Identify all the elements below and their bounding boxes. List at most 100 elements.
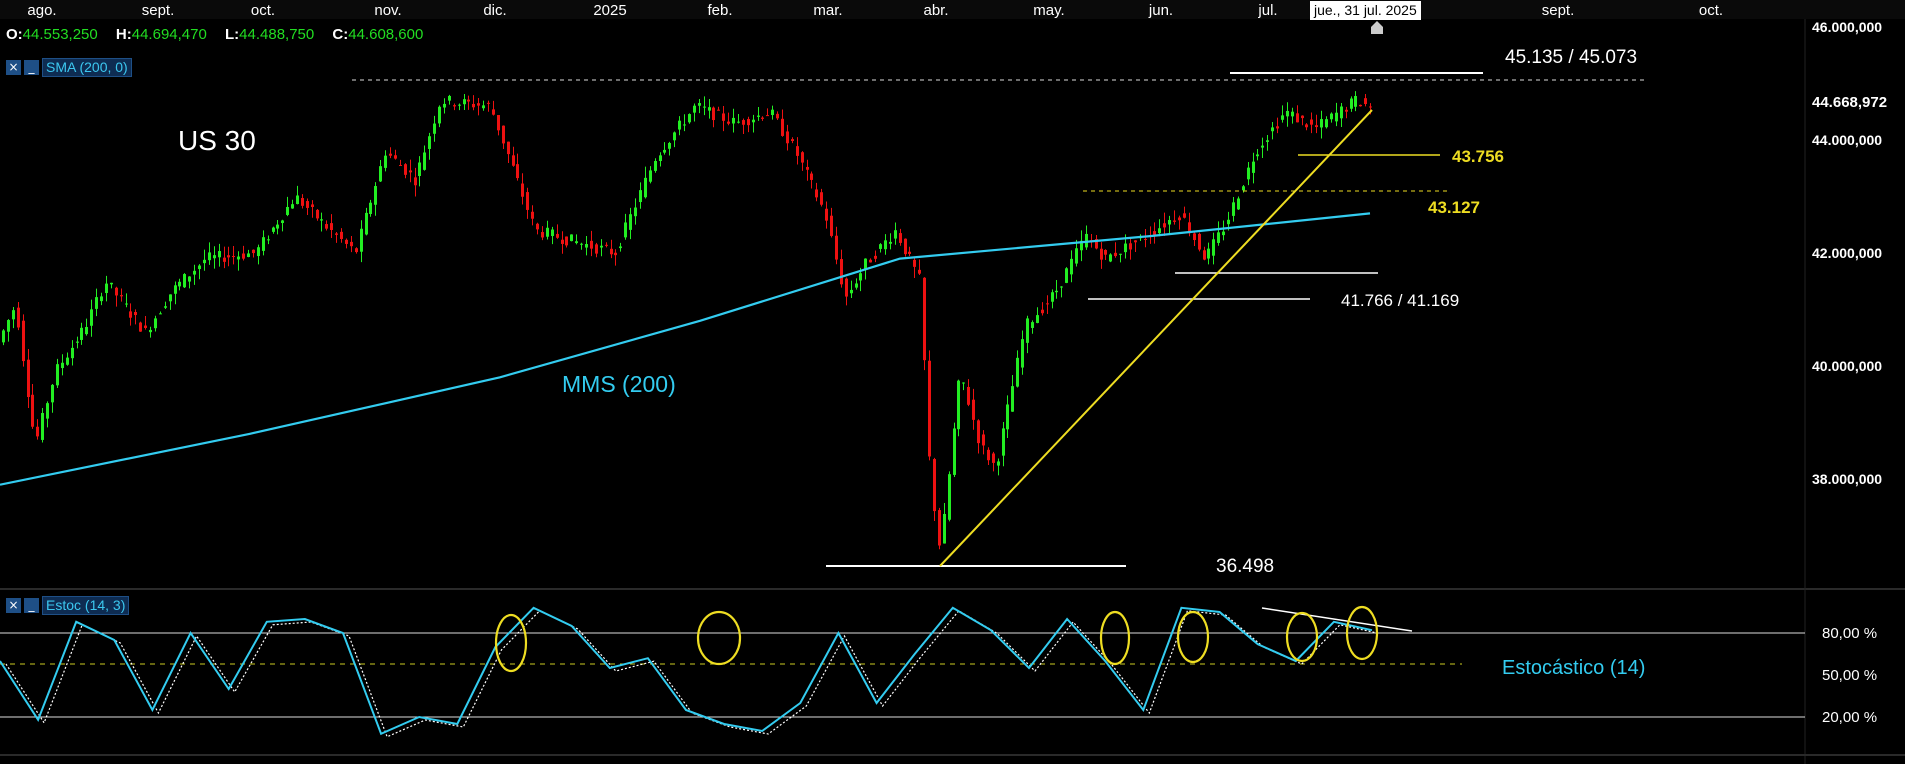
- candle-body: [1203, 250, 1206, 260]
- candle-body: [1109, 254, 1112, 262]
- candle-body: [541, 232, 544, 238]
- x-tick-label: nov.: [374, 2, 401, 19]
- candle-body: [27, 359, 30, 398]
- candle-body: [918, 269, 921, 274]
- candle-body: [752, 119, 755, 123]
- candle-body: [678, 120, 681, 130]
- candle-body: [987, 449, 990, 461]
- candle-body: [781, 118, 784, 136]
- annotation-41766: 41.766 / 41.169: [1341, 291, 1459, 310]
- candle-body: [17, 307, 20, 328]
- candle-body: [443, 103, 446, 108]
- candle-body: [1252, 161, 1255, 173]
- stoch-y-tick-label: 80,00 %: [1822, 625, 1877, 642]
- candle-body: [757, 115, 760, 117]
- candle-body: [899, 233, 902, 243]
- candle-body: [889, 241, 892, 244]
- candle-body: [41, 412, 44, 440]
- candle-body: [1276, 126, 1279, 129]
- candle-body: [174, 285, 177, 294]
- candle-body: [585, 244, 588, 248]
- candle-body: [820, 192, 823, 205]
- candle-body: [428, 136, 431, 149]
- open-value: 44.553,250: [22, 26, 98, 43]
- sma-indicator-label[interactable]: SMA (200, 0): [42, 57, 132, 77]
- candle-body: [286, 206, 289, 215]
- candle-body: [634, 207, 637, 217]
- close-icon[interactable]: ×: [6, 597, 21, 613]
- candle-body: [639, 190, 642, 203]
- candle-body: [374, 186, 377, 205]
- candle-body: [957, 380, 960, 430]
- sma-indicator-tag[interactable]: × _ SMA (200, 0): [6, 57, 132, 77]
- candle-body: [1291, 111, 1294, 117]
- candle-body: [237, 256, 240, 260]
- highlight-circle: [696, 610, 742, 666]
- candle-body: [12, 310, 15, 320]
- candle-body: [379, 166, 382, 182]
- candle-body: [1330, 113, 1333, 120]
- stoch-signal-line: [5, 610, 1379, 738]
- stoch-y-tick-label: 20,00 %: [1822, 709, 1877, 726]
- stoch-y-axis-labels: 80,00 % 50,00 % 20,00 %: [1822, 625, 1877, 726]
- candle-body: [801, 152, 804, 163]
- candle-body: [1119, 253, 1122, 255]
- candle-body: [717, 109, 720, 111]
- stoch-indicator-label[interactable]: Estoc (14, 3): [42, 595, 130, 615]
- candle-body: [1016, 357, 1019, 387]
- candle-body: [125, 303, 128, 305]
- candle-body: [1310, 119, 1313, 125]
- stoch-y-tick-label: 50,00 %: [1822, 667, 1877, 684]
- candle-body: [796, 146, 799, 156]
- candle-body: [1168, 220, 1171, 225]
- candle-body: [1222, 231, 1225, 236]
- candle-body: [472, 103, 475, 108]
- candle-body: [100, 296, 103, 302]
- candle-body: [1031, 322, 1034, 328]
- candle-body: [154, 318, 157, 329]
- candle-body: [36, 426, 39, 437]
- candle-body: [193, 270, 196, 275]
- candle-body: [169, 294, 172, 302]
- candle-body: [727, 121, 730, 124]
- close-icon[interactable]: ×: [6, 59, 21, 75]
- candle-body: [1364, 98, 1367, 105]
- candle-body: [698, 103, 701, 106]
- candle-body: [943, 513, 946, 544]
- candle-body: [644, 177, 647, 198]
- candle-body: [316, 209, 319, 219]
- x-axis-labels: ago. sept. oct. nov. dic. 2025 feb. mar. abr. may…: [27, 2, 1723, 19]
- candle-body: [448, 95, 451, 101]
- cursor-marker-icon: [1371, 21, 1383, 34]
- x-tick-label: mar.: [813, 2, 842, 19]
- candle-body: [614, 252, 617, 256]
- candle-body: [115, 287, 118, 296]
- candle-body: [1051, 292, 1054, 302]
- candle-body: [1036, 315, 1039, 323]
- candle-body: [276, 224, 279, 229]
- candle-body: [467, 99, 470, 102]
- minimize-icon[interactable]: _: [24, 597, 39, 613]
- candle-body: [786, 131, 789, 144]
- candle-body: [252, 249, 255, 254]
- candle-body: [423, 152, 426, 170]
- candle-body: [389, 153, 392, 156]
- candle-body: [972, 399, 975, 420]
- candle-body: [492, 109, 495, 115]
- candle-body: [223, 257, 226, 262]
- candle-body: [1178, 217, 1181, 221]
- candle-body: [654, 161, 657, 171]
- minimize-icon[interactable]: _: [24, 59, 39, 75]
- candle-body: [159, 313, 162, 315]
- candle-body: [1041, 309, 1044, 314]
- stoch-divergence-line: [1261, 607, 1413, 632]
- candle-body: [962, 382, 965, 384]
- candle-body: [164, 306, 167, 308]
- last-price-label: 44.668,972: [1812, 94, 1887, 111]
- candle-body: [453, 105, 456, 107]
- candle-body: [590, 240, 593, 249]
- candle-body: [325, 224, 328, 229]
- candle-body: [1345, 109, 1348, 112]
- stoch-indicator-tag[interactable]: × _ Estoc (14, 3): [6, 595, 130, 615]
